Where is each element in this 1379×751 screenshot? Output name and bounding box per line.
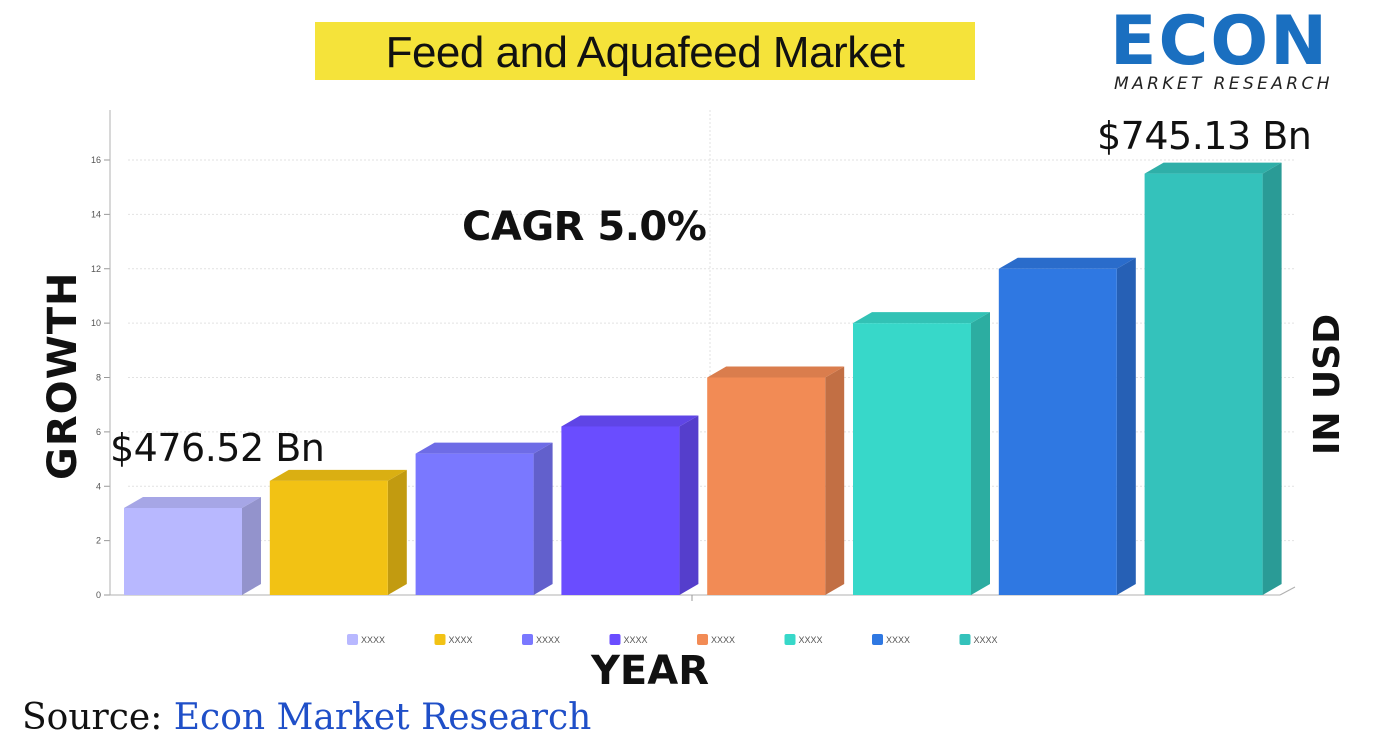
y-tick-label: 4	[96, 481, 101, 491]
legend-swatch	[872, 634, 883, 645]
logo-subtitle: MARKET RESEARCH	[1114, 74, 1333, 94]
y-tick-label: 8	[96, 373, 101, 383]
first-value-label: $476.52 Bn	[110, 426, 325, 470]
bar-top	[415, 442, 553, 454]
legend-swatch	[522, 634, 533, 645]
source-prefix: Source:	[22, 697, 174, 738]
y-axis-label: GROWTH	[40, 271, 86, 480]
legend-swatch	[609, 634, 621, 645]
x-axis-label: YEAR	[590, 648, 710, 694]
y-tick-label: 6	[96, 427, 101, 437]
y-tick-label: 0	[96, 590, 101, 600]
legend-label: XXXX	[886, 635, 910, 645]
y-tick-label: 12	[91, 264, 101, 274]
bar-side	[242, 497, 261, 595]
bar-top	[561, 415, 699, 427]
y-tick-label: 10	[91, 318, 101, 328]
bar-top	[998, 257, 1136, 269]
source-line: Source: Econ Market Research	[22, 697, 591, 738]
legend-swatch	[434, 634, 446, 645]
bar-top	[1144, 162, 1282, 174]
legend-label: XXXX	[536, 635, 560, 645]
legend-swatch	[959, 634, 971, 645]
bar	[998, 268, 1117, 595]
bar-top	[269, 469, 407, 481]
bar-side	[1116, 257, 1136, 595]
source-name: Econ Market Research	[173, 697, 592, 738]
bar-side	[1262, 162, 1282, 595]
legend-swatch	[784, 634, 796, 645]
bar-top	[853, 312, 990, 324]
y-tick-label: 2	[96, 536, 101, 546]
bar-top	[707, 366, 845, 378]
bar	[415, 453, 534, 595]
legend-swatch	[697, 634, 708, 645]
bar-side	[679, 415, 699, 595]
x-axis-depth-line	[1279, 586, 1296, 596]
cagr-annotation: CAGR 5.0%	[462, 204, 707, 250]
bar	[561, 426, 680, 595]
econ-logo: ECON MARKET RESEARCH	[1110, 0, 1370, 100]
title-banner: Feed and Aquafeed Market	[315, 22, 975, 80]
bar-side	[971, 312, 990, 595]
bar-side	[825, 366, 845, 595]
legend-label: XXXX	[799, 635, 823, 645]
y-tick-label: 16	[91, 155, 101, 165]
bar	[124, 508, 242, 595]
bar-side	[533, 442, 553, 595]
chart-title: Feed and Aquafeed Market	[385, 28, 905, 77]
legend-label: XXXX	[974, 635, 998, 645]
bar	[1144, 173, 1263, 595]
legend-swatch	[347, 634, 358, 645]
bar-chart: 0 2 4 6 8 10 12 14 16 XXXX XXXX XXXX XXXX XXXX XXXX XXX…	[91, 110, 1296, 645]
right-axis-label: IN USD	[1307, 313, 1348, 455]
bar	[269, 480, 388, 595]
bar-top	[124, 497, 261, 508]
bar	[707, 377, 826, 595]
legend-label: XXXX	[361, 635, 385, 645]
bar-side	[387, 469, 407, 595]
legend-label: XXXX	[449, 635, 473, 645]
logo-word: ECON	[1110, 2, 1330, 81]
bar	[853, 323, 971, 595]
legend-label: XXXX	[711, 635, 735, 645]
y-tick-label: 14	[91, 209, 101, 219]
last-value-label: $745.13 Bn	[1097, 114, 1312, 158]
legend-label: XXXX	[624, 635, 648, 645]
